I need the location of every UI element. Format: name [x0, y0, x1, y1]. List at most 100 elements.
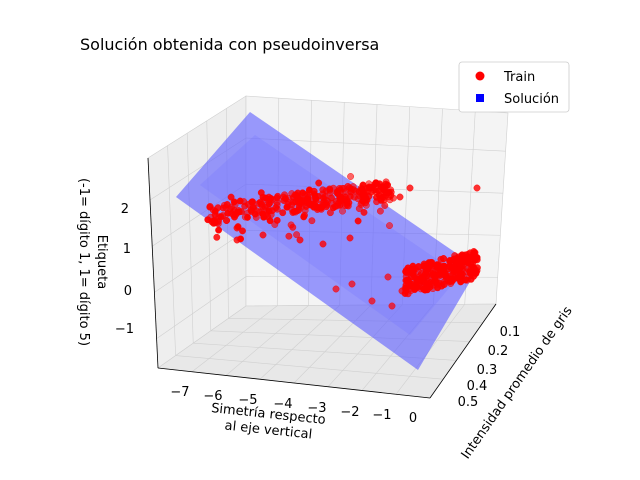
train-point: [280, 193, 287, 201]
chart-title: Solución obtenida con pseudoinversa: [80, 35, 379, 54]
train-point: [227, 193, 235, 201]
train-point: [440, 281, 448, 288]
train-point: [223, 201, 231, 208]
grid-line: [225, 305, 309, 376]
train-point: [283, 203, 291, 211]
train-point: [376, 194, 384, 202]
train-points: [204, 173, 481, 310]
train-point: [379, 183, 387, 191]
train-point: [387, 191, 395, 199]
x-tick-label: 0.5: [458, 395, 479, 410]
train-point: [299, 197, 307, 205]
grid-line: [186, 133, 194, 344]
train-point: [420, 262, 428, 270]
train-point: [382, 178, 390, 186]
train-point: [451, 252, 459, 260]
x-axis-line: [429, 303, 497, 399]
train-point: [406, 184, 414, 192]
train-point: [336, 188, 344, 196]
train-point: [386, 222, 393, 230]
train-point: [233, 224, 241, 232]
train-point: [388, 302, 396, 310]
train-point: [293, 231, 300, 239]
train-point: [304, 191, 311, 199]
train-point: [247, 206, 255, 214]
train-point: [290, 208, 298, 216]
train-point: [456, 271, 464, 278]
train-point: [211, 218, 219, 226]
grid-line: [167, 145, 176, 356]
train-point: [346, 184, 353, 192]
train-point: [348, 280, 356, 288]
y-tick-label: −2: [340, 405, 359, 420]
train-point: [384, 273, 392, 281]
train-point: [273, 198, 281, 206]
z-axis-label-line2: (-1= dígito 1, 1= dígito 5): [76, 178, 91, 346]
train-point: [332, 285, 340, 293]
train-point: [295, 203, 303, 211]
train-point: [223, 216, 231, 224]
train-point: [263, 202, 270, 209]
grid-line: [395, 304, 465, 395]
x-tick-label: 0.1: [500, 325, 521, 340]
train-point: [436, 265, 444, 273]
train-point: [252, 213, 260, 221]
train-point: [279, 209, 287, 217]
train-point: [271, 221, 279, 228]
z-axis-label-line1: Etiqueta: [94, 235, 109, 289]
train-point: [285, 232, 293, 240]
legend: Train Solución: [458, 61, 570, 113]
train-point: [347, 173, 354, 180]
legend-solution-label: Solución: [504, 92, 559, 107]
y-tick-label: −7: [170, 385, 189, 400]
train-point: [440, 255, 448, 263]
train-point: [239, 227, 246, 235]
train-point: [424, 278, 432, 285]
train-point: [354, 217, 362, 225]
y-tick-label: −3: [307, 401, 326, 416]
train-point: [464, 253, 472, 261]
grid-line: [191, 305, 278, 372]
train-point: [343, 201, 351, 209]
train-point: [446, 256, 454, 264]
train-point: [233, 236, 241, 244]
x-tick-label: 0.3: [477, 363, 498, 378]
train-point: [363, 184, 371, 192]
train-point: [471, 249, 479, 257]
train-point: [396, 193, 404, 201]
train-point: [457, 278, 464, 286]
train-point: [237, 208, 245, 216]
train-point: [291, 191, 299, 199]
z-axis-line: [147, 157, 159, 369]
train-point: [381, 202, 389, 209]
train-point: [319, 186, 327, 194]
train-point: [301, 211, 308, 219]
train-point: [473, 184, 481, 192]
train-point: [469, 263, 477, 271]
grid-line: [259, 305, 340, 380]
x-tick-label: 0.2: [488, 344, 509, 359]
solution-plane: [176, 112, 478, 370]
train-point: [264, 213, 272, 221]
train-point: [328, 199, 336, 207]
y-tick-label: −6: [203, 389, 222, 404]
train-point: [449, 264, 457, 271]
legend-box: [458, 61, 570, 113]
grid-line: [206, 120, 212, 331]
legend-solution-marker: [476, 94, 484, 102]
train-point: [362, 199, 369, 207]
train-point: [329, 184, 337, 192]
train-point: [274, 192, 282, 200]
y-tick-label: −5: [238, 393, 257, 408]
train-point: [355, 205, 363, 213]
train-point: [319, 240, 327, 248]
train-point: [207, 213, 215, 221]
z-tick-label: 0: [124, 284, 132, 299]
train-point: [337, 196, 344, 204]
train-point: [248, 198, 256, 206]
train-point: [267, 195, 275, 202]
train-point: [259, 231, 267, 239]
train-point: [215, 226, 223, 234]
train-point: [241, 213, 249, 221]
